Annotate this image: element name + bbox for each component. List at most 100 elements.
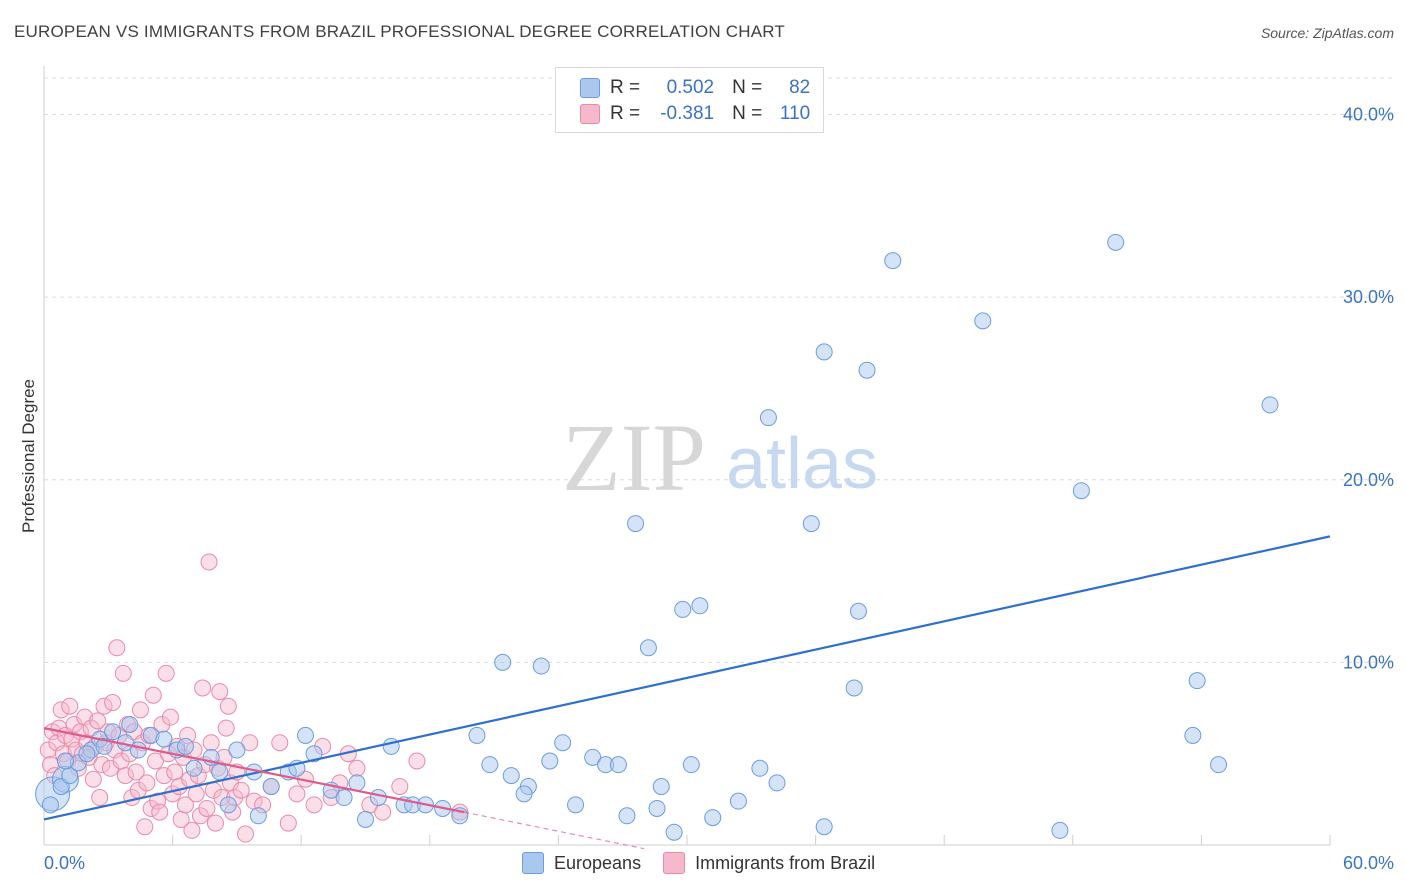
y-axis-label: Professional Degree xyxy=(19,379,38,533)
point-europeans xyxy=(1184,726,1202,744)
point-immigrants-brazil xyxy=(241,734,259,752)
point-immigrants-brazil xyxy=(84,770,102,788)
point-europeans xyxy=(1051,821,1069,839)
legend-r-label: R = xyxy=(610,103,641,124)
point-immigrants-brazil xyxy=(95,697,113,715)
legend-r-value: 0.502 xyxy=(666,77,715,98)
point-europeans xyxy=(849,602,867,620)
point-europeans xyxy=(494,653,512,671)
watermark-atlas: atlas xyxy=(726,424,878,504)
point-europeans xyxy=(567,796,585,814)
point-immigrants-brazil xyxy=(183,821,201,839)
point-europeans xyxy=(768,774,786,792)
point-europeans xyxy=(682,756,700,774)
point-immigrants-brazil xyxy=(232,781,250,799)
point-immigrants-brazil xyxy=(236,825,254,843)
point-immigrants-brazil xyxy=(217,719,235,737)
point-immigrants-brazil xyxy=(219,697,237,715)
point-europeans xyxy=(335,789,353,807)
point-europeans xyxy=(56,752,74,770)
point-immigrants-brazil xyxy=(61,697,79,715)
grid-lines xyxy=(44,77,1394,663)
point-europeans xyxy=(185,759,203,777)
y-tick-label: 40.0% xyxy=(1343,105,1394,125)
point-europeans xyxy=(974,312,992,330)
watermark-zip: ZIP xyxy=(562,404,706,511)
point-immigrants-brazil xyxy=(131,701,149,719)
point-europeans xyxy=(129,741,147,759)
point-immigrants-brazil xyxy=(93,756,111,774)
chart-title: EUROPEAN VS IMMIGRANTS FROM BRAZIL PROFE… xyxy=(14,22,786,41)
point-immigrants-brazil xyxy=(136,818,154,836)
point-europeans xyxy=(802,515,820,533)
legend-r-value: -0.381 xyxy=(660,103,715,124)
point-immigrants-brazil xyxy=(288,785,306,803)
point-immigrants-brazil xyxy=(146,752,164,770)
point-europeans xyxy=(357,810,374,828)
point-immigrants-brazil xyxy=(191,807,209,825)
point-europeans xyxy=(468,726,486,744)
legend-item-immigrants[interactable]: Immigrants from Brazil xyxy=(663,852,875,874)
point-immigrants-brazil xyxy=(91,789,109,807)
point-immigrants-brazil xyxy=(149,792,167,810)
point-europeans xyxy=(104,723,122,741)
point-europeans xyxy=(515,785,533,803)
point-europeans xyxy=(759,409,777,427)
point-europeans xyxy=(211,763,229,781)
point-immigrants-brazil xyxy=(76,708,94,726)
point-immigrants-brazil xyxy=(108,639,126,657)
point-immigrants-brazil xyxy=(157,664,175,682)
point-europeans xyxy=(369,789,387,807)
point-europeans xyxy=(652,778,670,796)
point-immigrants-brazil xyxy=(211,683,229,701)
point-europeans xyxy=(691,597,709,615)
point-immigrants-brazil xyxy=(374,803,392,821)
point-europeans xyxy=(41,796,59,814)
point-immigrants-brazil xyxy=(348,759,366,777)
point-immigrants-brazil xyxy=(198,799,216,817)
point-europeans xyxy=(121,715,139,733)
point-immigrants-brazil xyxy=(279,814,297,832)
legend-label-immigrants: Immigrants from Brazil xyxy=(695,852,876,873)
legend-item-europeans[interactable]: Europeans xyxy=(522,852,641,874)
point-europeans xyxy=(78,745,96,763)
point-europeans xyxy=(95,737,113,755)
point-europeans xyxy=(674,600,692,618)
point-immigrants-brazil xyxy=(155,767,173,785)
point-immigrants-brazil xyxy=(305,796,323,814)
point-europeans xyxy=(532,657,550,675)
point-europeans xyxy=(1188,672,1206,690)
legend-swatch-europeans xyxy=(522,852,544,874)
point-immigrants-brazil xyxy=(408,752,426,770)
point-immigrants-brazil xyxy=(161,708,179,726)
point-europeans xyxy=(639,639,657,657)
legend-r-label: R = xyxy=(610,77,641,98)
point-immigrants-brazil xyxy=(127,763,145,781)
point-europeans xyxy=(609,756,627,774)
source-label: Source: ZipAtlas.com xyxy=(1260,25,1394,41)
point-immigrants-brazil xyxy=(202,734,220,752)
point-europeans xyxy=(296,726,314,744)
point-immigrants-brazil xyxy=(166,763,184,781)
axes xyxy=(43,66,1331,846)
legend-swatch-blue xyxy=(580,78,600,98)
point-europeans xyxy=(751,759,769,777)
legend-swatch-pink xyxy=(580,104,600,124)
legend-row-europeans: R = 0.502 N = 82 xyxy=(580,77,810,99)
point-immigrants-brazil xyxy=(114,664,132,682)
point-immigrants-brazil xyxy=(104,694,122,712)
point-immigrants-brazil xyxy=(271,734,289,752)
point-europeans xyxy=(884,252,902,270)
point-europeans xyxy=(815,343,833,361)
point-immigrants-brazil xyxy=(52,701,70,719)
point-europeans xyxy=(618,807,636,825)
point-immigrants-brazil xyxy=(89,712,107,730)
trend-line-immigrants-extension xyxy=(463,811,645,850)
point-europeans xyxy=(1107,233,1125,251)
point-europeans xyxy=(584,748,602,766)
y-tick-label: 20.0% xyxy=(1343,470,1394,490)
point-europeans xyxy=(815,818,833,836)
point-immigrants-brazil xyxy=(391,778,409,796)
point-europeans xyxy=(665,823,683,841)
watermark: ZIP atlas xyxy=(562,404,878,511)
